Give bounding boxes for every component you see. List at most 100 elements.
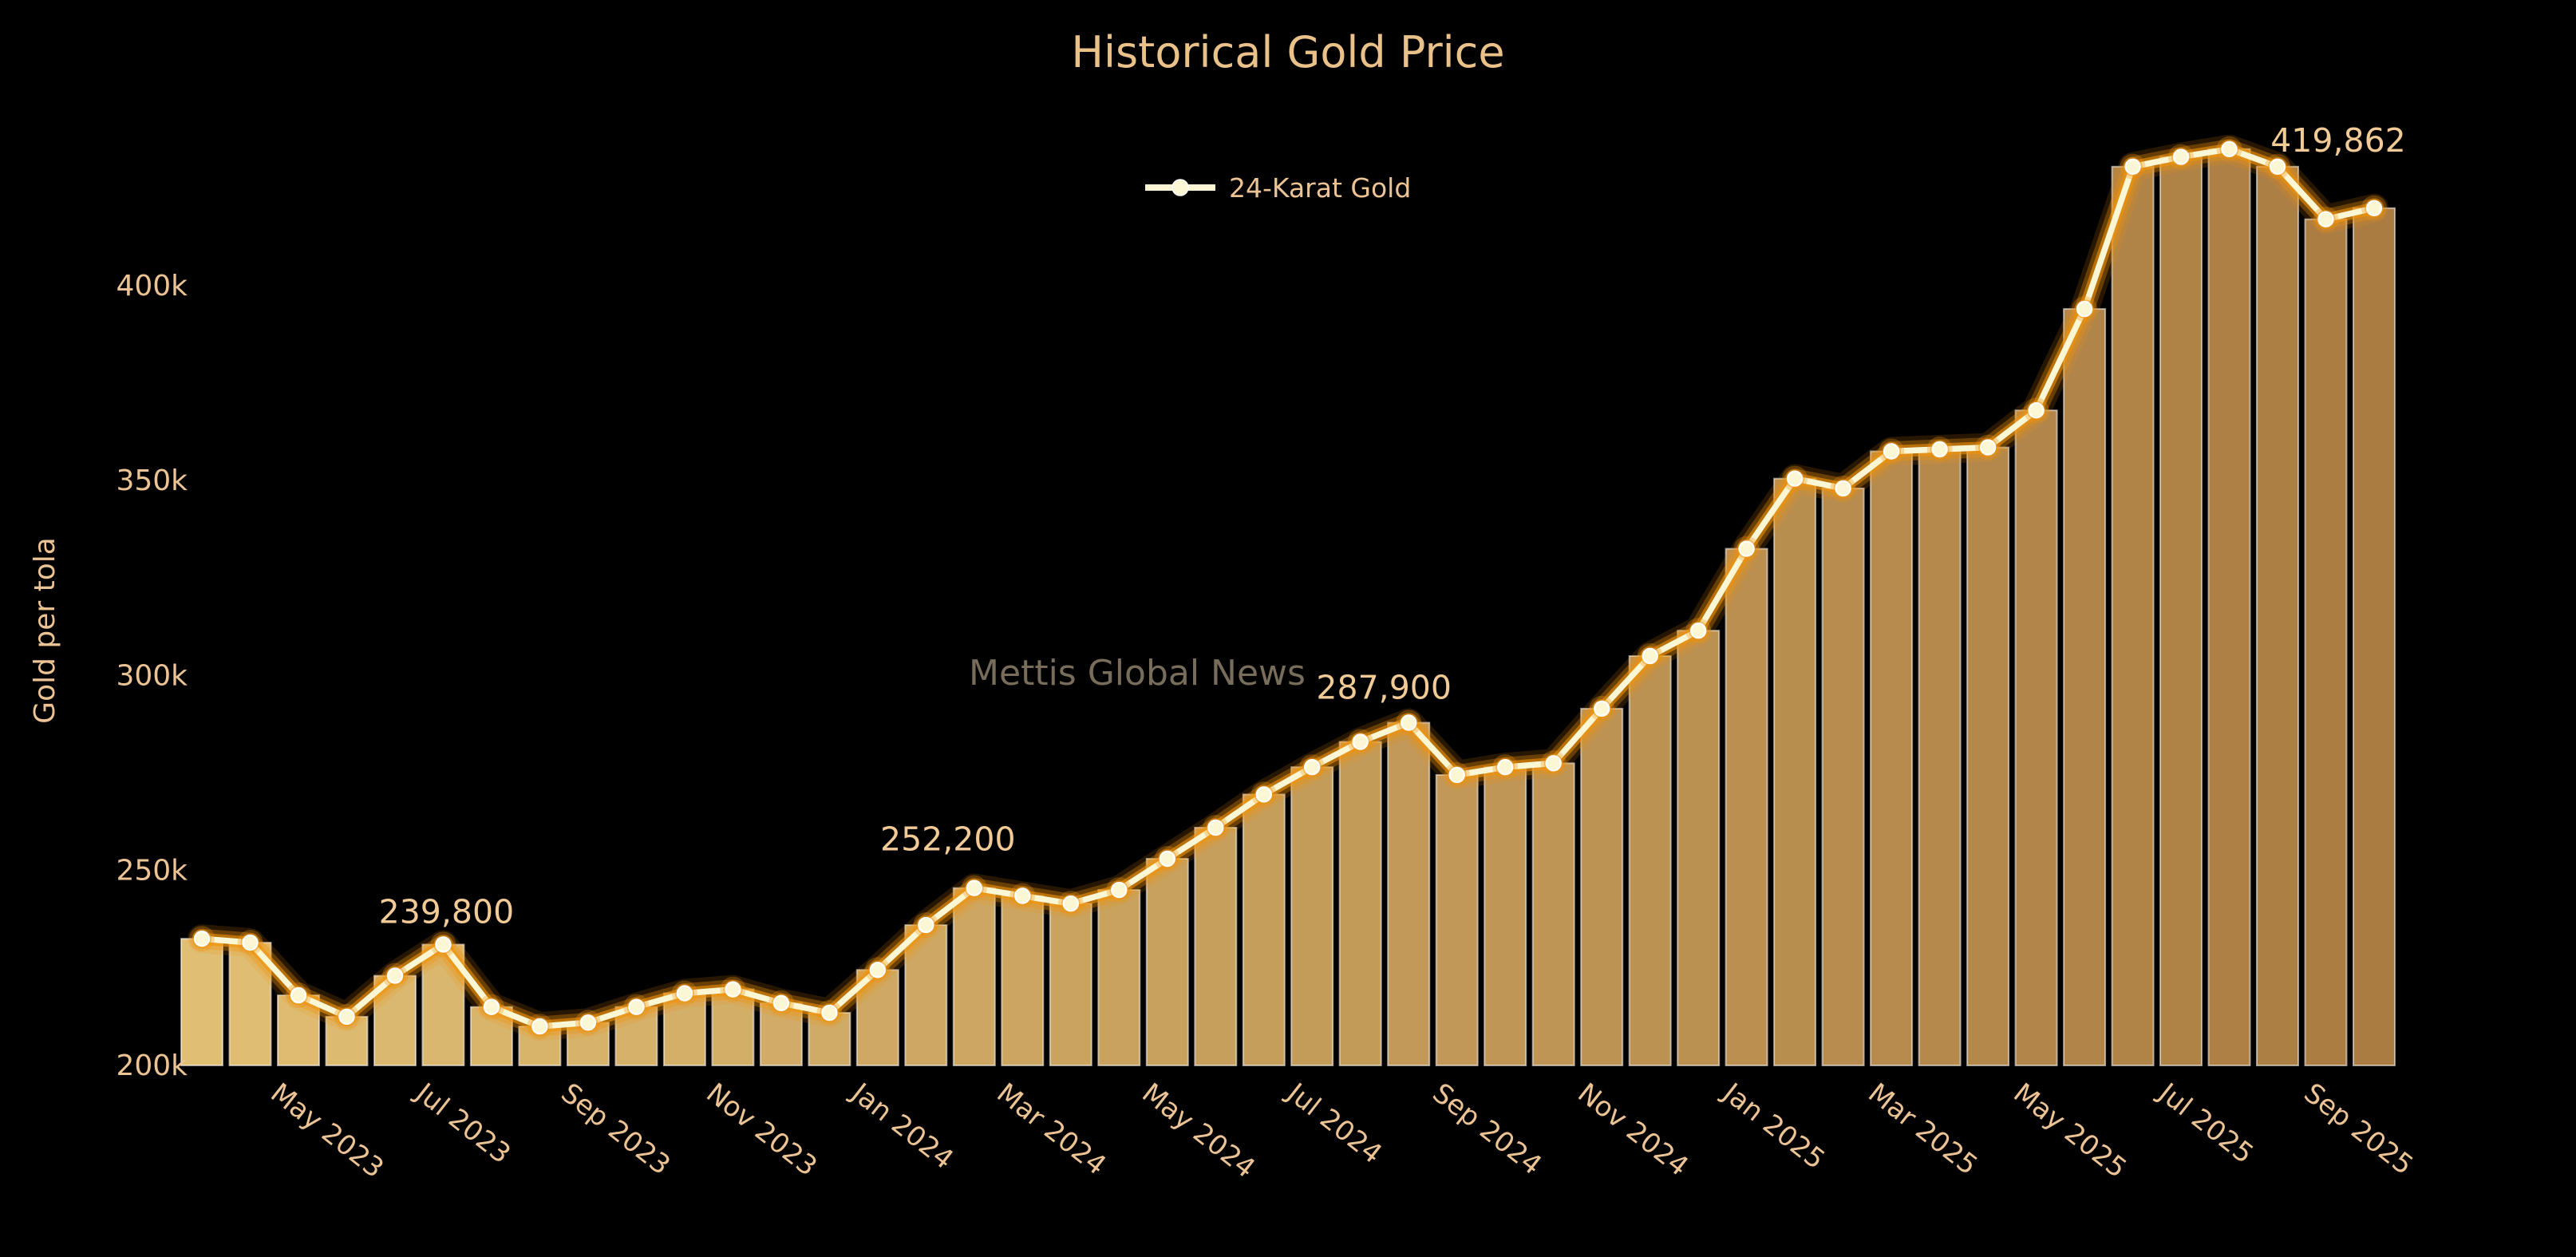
bar[interactable] [2111,165,2155,1066]
bar[interactable] [2063,308,2107,1067]
data-point-marker[interactable] [2317,211,2334,227]
data-point-marker[interactable] [386,967,404,984]
x-tick-label: Nov 2023 [700,1077,823,1183]
data-point-marker[interactable] [1303,759,1321,776]
bar[interactable] [566,1022,610,1067]
data-point-marker[interactable] [1642,647,1658,665]
data-point-marker[interactable] [1979,439,1997,456]
bar[interactable] [2256,165,2299,1066]
bar[interactable] [1290,766,1334,1066]
data-point-marker[interactable] [676,985,693,1002]
bar[interactable] [2159,156,2203,1067]
y-tick-label: 400k [116,270,188,302]
bar[interactable] [1773,477,1817,1066]
x-tick-label: Jul 2024 [1280,1076,1388,1170]
watermark: Mettis Global News [969,653,1306,694]
bar[interactable] [1435,774,1479,1066]
bar[interactable] [1531,762,1575,1066]
annotations-layer: 239,800 252,200 287,900 419,862 [379,121,2406,931]
data-point-marker[interactable] [1448,766,1465,784]
bar[interactable] [1097,889,1141,1066]
data-point-marker[interactable] [2124,158,2141,176]
bar[interactable] [2014,409,2058,1066]
data-point-marker[interactable] [2076,300,2093,318]
data-point-marker[interactable] [1496,759,1514,776]
bar[interactable] [711,988,755,1066]
data-point-marker[interactable] [2221,140,2238,158]
data-point-marker[interactable] [1062,895,1080,912]
bar[interactable] [904,924,948,1066]
data-point-marker[interactable] [821,1004,838,1022]
data-point-marker[interactable] [338,1008,355,1026]
x-tick-label: Sep 2024 [1426,1077,1547,1182]
data-point-marker[interactable] [1545,755,1562,772]
legend[interactable]: 24-Karat Gold [1145,172,1411,204]
data-point-marker[interactable] [1593,700,1610,717]
bar[interactable] [1918,449,1962,1066]
data-point-marker[interactable] [1835,480,1851,497]
data-point-marker[interactable] [242,934,259,951]
data-point-marker[interactable] [579,1014,597,1031]
x-tick-label: Nov 2024 [1571,1077,1694,1183]
bar[interactable] [1484,766,1527,1066]
data-point-marker[interactable] [483,998,500,1015]
data-point-marker[interactable] [725,981,741,998]
x-tick-label: Sep 2023 [555,1077,676,1182]
data-point-marker[interactable] [2269,158,2286,176]
bar[interactable] [180,938,223,1066]
bar[interactable] [1242,793,1286,1067]
bar[interactable] [2353,207,2396,1066]
data-point-marker[interactable] [435,936,452,953]
data-point-marker[interactable] [966,880,983,896]
legend-marker-icon [1171,179,1189,196]
data-point-marker[interactable] [869,962,887,978]
x-tick-label: May 2024 [1136,1077,1261,1185]
bar[interactable] [1966,446,2010,1066]
data-point-marker[interactable] [1111,881,1128,899]
data-point-marker[interactable] [290,986,307,1004]
bar[interactable] [1049,903,1092,1066]
data-point-marker[interactable] [1883,443,1900,460]
data-point-marker[interactable] [1738,540,1755,557]
data-point-marker[interactable] [772,994,790,1012]
y-tick-label: 200k [116,1049,188,1082]
data-point-marker[interactable] [1207,819,1224,836]
data-point-marker[interactable] [193,930,211,947]
data-point-marker[interactable] [1014,887,1031,904]
bar[interactable] [325,1015,369,1067]
data-point-marker[interactable] [2028,402,2045,419]
data-point-marker[interactable] [1352,733,1369,750]
data-point-marker[interactable] [1931,441,1948,458]
bar[interactable] [662,992,706,1066]
bar[interactable] [1194,827,1238,1066]
x-tick-label: Jan 2025 [1716,1076,1831,1176]
data-point-marker[interactable] [628,998,645,1015]
data-point-marker[interactable] [2365,200,2383,216]
bar[interactable] [952,887,996,1066]
data-point-marker[interactable] [1400,714,1417,731]
bar[interactable] [1580,707,1624,1067]
bar[interactable] [1870,450,1914,1066]
x-tick-label: May 2025 [2007,1077,2132,1185]
bar[interactable] [1821,487,1865,1066]
bar[interactable] [1725,547,1768,1066]
data-point-marker[interactable] [2172,148,2190,165]
y-axis-tick-labels: 200k 250k 300k 350k 400k [116,270,188,1082]
data-point-marker[interactable] [1255,786,1273,803]
bar[interactable] [1628,655,1672,1066]
bar[interactable] [2304,218,2348,1067]
bar[interactable] [1145,858,1189,1066]
bar[interactable] [1338,741,1382,1066]
bar[interactable] [2207,148,2251,1066]
x-tick-label: Sep 2025 [2297,1077,2419,1182]
data-point-marker[interactable] [1786,470,1804,487]
bar[interactable] [1001,895,1045,1066]
data-point-marker[interactable] [1689,623,1707,639]
bar[interactable] [1677,630,1721,1066]
data-point-marker[interactable] [918,916,934,934]
bar[interactable] [1387,721,1431,1066]
bar[interactable] [759,1002,803,1067]
data-point-marker[interactable] [531,1018,548,1035]
data-point-marker[interactable] [1159,850,1176,868]
